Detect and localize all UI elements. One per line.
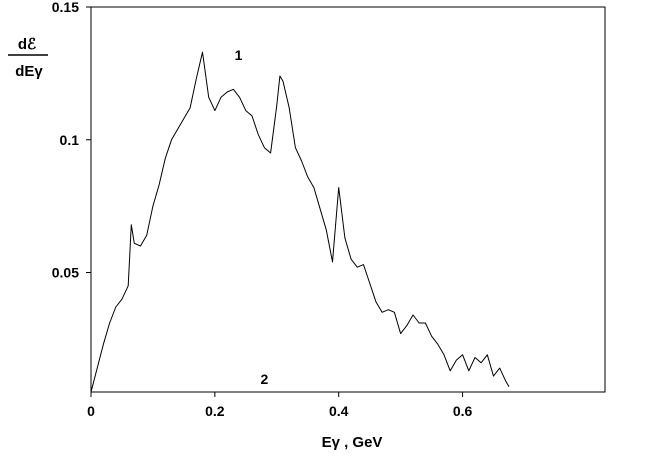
series-label-2: 2 — [260, 371, 268, 387]
y-tick-label: 0.1 — [60, 132, 80, 148]
y-axis-title: dℰ dEγ — [8, 36, 48, 80]
y-axis-title-top: dℰ — [18, 36, 36, 53]
y-tick-label: 0.05 — [52, 265, 79, 281]
y-tick-label: 0.15 — [52, 0, 79, 15]
x-axis-ticks: 0 0.2 0.4 0.6 — [87, 392, 473, 419]
plot-frame — [90, 6, 606, 393]
series-layer: 12 — [90, 47, 605, 393]
x-tick-label: 0 — [87, 403, 95, 419]
x-tick-label: 0.2 — [205, 403, 225, 419]
x-axis-title: Eγ , GeV — [322, 434, 383, 451]
series-line-1 — [90, 51, 510, 393]
x-tick-label: 0.6 — [453, 403, 473, 419]
x-tick-label: 0.4 — [329, 403, 349, 419]
y-axis-title-bottom: dEγ — [15, 63, 43, 80]
series-label-1: 1 — [235, 47, 243, 63]
y-axis-ticks: 0.05 0.1 0.15 — [52, 0, 91, 281]
